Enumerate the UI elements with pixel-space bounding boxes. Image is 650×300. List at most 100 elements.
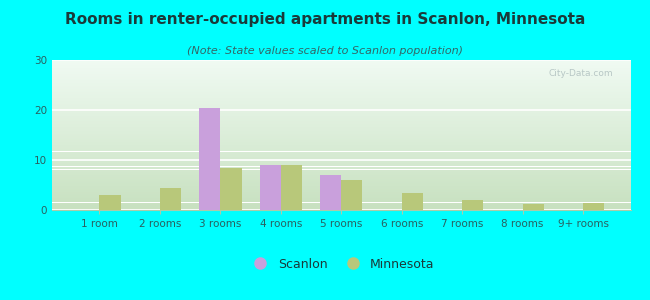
Bar (52, 117, 630, 118)
Bar (52, 160, 630, 161)
Bar (52, 68, 630, 69)
Bar (523, 204, 544, 210)
Bar (52, 82, 630, 83)
Bar (52, 65, 630, 66)
Bar (199, 107, 220, 210)
Bar (52, 93, 630, 94)
Bar (52, 152, 630, 153)
Bar (52, 62, 630, 63)
Bar (320, 175, 341, 210)
Bar (281, 165, 302, 210)
Bar (52, 74, 630, 75)
Bar (52, 180, 630, 181)
Bar (52, 112, 630, 113)
Bar (52, 100, 630, 101)
Bar (52, 102, 630, 103)
Bar (52, 99, 630, 100)
Bar (52, 91, 630, 92)
Bar (52, 176, 630, 177)
Bar (52, 192, 630, 193)
Bar (52, 83, 630, 84)
Bar (52, 156, 630, 157)
Bar (52, 146, 630, 147)
Bar (52, 95, 630, 96)
Bar (52, 169, 630, 170)
Bar (52, 196, 630, 197)
Bar (52, 160, 630, 161)
Bar (52, 126, 630, 127)
Bar (52, 127, 630, 128)
Bar (52, 90, 630, 91)
Bar (52, 194, 630, 195)
Bar (52, 145, 630, 146)
Bar (52, 132, 630, 133)
Bar (583, 202, 605, 210)
Bar (52, 199, 630, 200)
Bar (52, 149, 630, 150)
Bar (52, 70, 630, 71)
Bar (52, 135, 630, 136)
Bar (52, 158, 630, 159)
Bar (52, 187, 630, 188)
Bar (52, 121, 630, 122)
Bar (52, 154, 630, 155)
Bar (52, 67, 630, 68)
Bar (52, 73, 630, 74)
Bar (52, 175, 630, 176)
Bar (52, 153, 630, 154)
Bar (52, 81, 630, 82)
Bar (52, 139, 630, 140)
Bar (52, 115, 630, 116)
Bar (52, 188, 630, 189)
Bar (52, 182, 630, 183)
Bar (52, 63, 630, 64)
Bar (52, 61, 630, 62)
Bar (52, 204, 630, 205)
Bar (52, 178, 630, 179)
Bar (52, 133, 630, 134)
Bar (52, 84, 630, 85)
Bar (52, 168, 630, 169)
Bar (52, 162, 630, 163)
Bar (52, 66, 630, 67)
Bar (52, 100, 630, 101)
Bar (52, 183, 630, 184)
Bar (52, 109, 630, 110)
Bar (52, 104, 630, 105)
Bar (52, 203, 630, 204)
Bar (52, 163, 630, 164)
Bar (52, 103, 630, 104)
Bar (99, 195, 121, 210)
Bar (52, 174, 630, 175)
Bar (52, 97, 630, 98)
Bar (52, 195, 630, 196)
Bar (52, 166, 630, 167)
Bar (52, 64, 630, 65)
Bar (52, 136, 630, 137)
Bar (52, 201, 630, 202)
Bar (52, 131, 630, 132)
Bar (52, 105, 630, 106)
Bar (52, 181, 630, 182)
Bar (52, 119, 630, 120)
Bar (52, 193, 630, 194)
Bar (52, 143, 630, 144)
Bar (52, 161, 630, 162)
Bar (52, 108, 630, 109)
Bar (52, 96, 630, 97)
Bar (52, 107, 630, 108)
Bar (52, 78, 630, 79)
Bar (52, 190, 630, 191)
Bar (52, 69, 630, 70)
Bar (52, 140, 630, 141)
Bar (52, 106, 630, 107)
Bar (52, 129, 630, 130)
Bar (52, 147, 630, 148)
Bar (52, 151, 630, 152)
Bar (52, 89, 630, 90)
Bar (52, 171, 630, 172)
Bar (52, 118, 630, 119)
Bar (52, 110, 630, 111)
Bar (52, 77, 630, 78)
Bar (52, 165, 630, 166)
